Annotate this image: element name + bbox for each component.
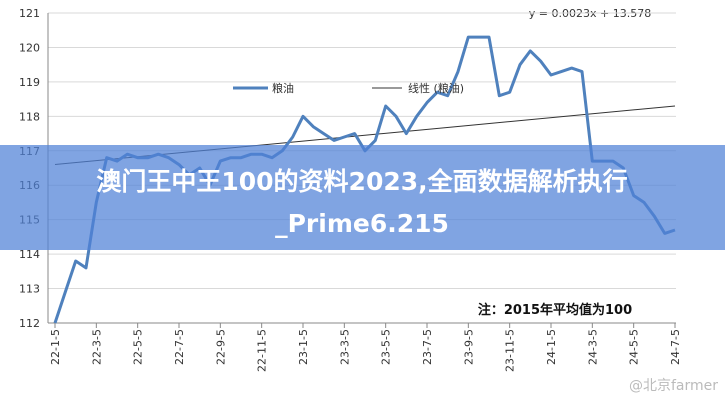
overlay-text: _Prime6.215 bbox=[275, 209, 449, 238]
watermark: @北京farmer bbox=[629, 378, 718, 394]
y-tick-label: 113 bbox=[19, 283, 40, 296]
overlay-text: 澳门王中王100的资料2023,全面数据解析执行 bbox=[96, 167, 627, 196]
overlay-banner bbox=[0, 145, 725, 250]
x-tick-label: 22-5-5 bbox=[132, 329, 145, 365]
x-tick-label: 24-5-5 bbox=[628, 329, 641, 365]
x-tick-label: 22-11-5 bbox=[256, 329, 269, 372]
x-tick-label: 24-3-5 bbox=[586, 329, 599, 365]
x-tick-label: 23-11-5 bbox=[504, 329, 517, 372]
x-tick-label: 24-1-5 bbox=[545, 329, 558, 365]
x-tick-label: 22-3-5 bbox=[90, 329, 103, 365]
y-tick-label: 120 bbox=[19, 41, 40, 54]
y-tick-label: 118 bbox=[19, 110, 40, 123]
legend-label: 粮油 bbox=[272, 81, 294, 95]
x-tick-label: 23-1-5 bbox=[297, 329, 310, 365]
x-tick-label: 22-9-5 bbox=[214, 329, 227, 365]
x-tick-label: 23-5-5 bbox=[380, 329, 393, 365]
legend-label: 线性 (粮油) bbox=[408, 81, 464, 95]
y-tick-label: 112 bbox=[19, 317, 40, 330]
x-tick-label: 24-7-5 bbox=[669, 329, 682, 365]
note: 注：2015年平均值为100 bbox=[478, 302, 632, 318]
x-tick-label: 23-9-5 bbox=[462, 329, 475, 365]
x-tick-label: 22-1-5 bbox=[49, 329, 62, 365]
y-tick-label: 119 bbox=[19, 76, 40, 89]
y-tick-label: 114 bbox=[19, 248, 40, 261]
x-tick-label: 23-3-5 bbox=[338, 329, 351, 365]
x-tick-label: 23-7-5 bbox=[421, 329, 434, 365]
y-tick-label: 121 bbox=[19, 7, 40, 20]
x-tick-label: 22-7-5 bbox=[173, 329, 186, 365]
